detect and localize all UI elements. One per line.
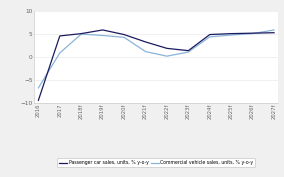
Line: Commercial vehicle sales, units, % y-o-y: Commercial vehicle sales, units, % y-o-y: [38, 30, 274, 88]
Commercial vehicle sales, units, % y-o-y: [208, 36, 212, 38]
Passenger car sales, units, % y-o-y: [208, 33, 212, 36]
Commercial vehicle sales, units, % y-o-y: [165, 55, 169, 57]
Commercial vehicle sales, units, % y-o-y: [144, 50, 147, 53]
Passenger car sales, units, % y-o-y: [229, 33, 233, 35]
Commercial vehicle sales, units, % y-o-y: [101, 34, 104, 36]
Commercial vehicle sales, units, % y-o-y: [37, 87, 40, 89]
Passenger car sales, units, % y-o-y: [187, 50, 190, 52]
Passenger car sales, units, % y-o-y: [58, 35, 62, 37]
Commercial vehicle sales, units, % y-o-y: [122, 36, 126, 38]
Commercial vehicle sales, units, % y-o-y: [80, 33, 83, 35]
Passenger car sales, units, % y-o-y: [122, 33, 126, 36]
Passenger car sales, units, % y-o-y: [272, 32, 276, 34]
Passenger car sales, units, % y-o-y: [80, 33, 83, 35]
Line: Passenger car sales, units, % y-o-y: Passenger car sales, units, % y-o-y: [38, 30, 274, 100]
Commercial vehicle sales, units, % y-o-y: [251, 33, 254, 35]
Passenger car sales, units, % y-o-y: [251, 32, 254, 34]
Passenger car sales, units, % y-o-y: [101, 29, 104, 31]
Passenger car sales, units, % y-o-y: [144, 41, 147, 43]
Passenger car sales, units, % y-o-y: [37, 99, 40, 101]
Commercial vehicle sales, units, % y-o-y: [187, 51, 190, 53]
Commercial vehicle sales, units, % y-o-y: [229, 34, 233, 36]
Legend: Passenger car sales, units, % y-o-y, Commercial vehicle sales, units, % y-o-y: Passenger car sales, units, % y-o-y, Com…: [57, 158, 255, 167]
Commercial vehicle sales, units, % y-o-y: [58, 52, 62, 54]
Passenger car sales, units, % y-o-y: [165, 47, 169, 49]
Commercial vehicle sales, units, % y-o-y: [272, 29, 276, 31]
